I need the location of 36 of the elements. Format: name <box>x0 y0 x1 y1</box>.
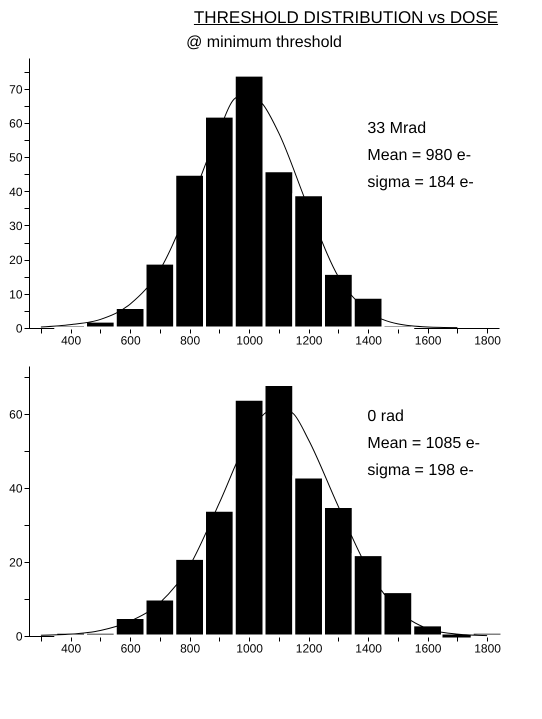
y-tick-label: 20 <box>9 556 23 570</box>
annotation: 0 rad <box>367 408 404 425</box>
annotation: sigma = 198 e- <box>367 462 474 479</box>
x-tick-label: 1200 <box>296 642 323 656</box>
annotation: sigma = 184 e- <box>367 174 474 191</box>
y-tick-label: 0 <box>16 630 23 644</box>
y-tick-label: 30 <box>9 218 23 233</box>
x-tick-label: 1800 <box>474 334 502 348</box>
y-tick-label: 20 <box>9 253 23 268</box>
annotation: 33 Mrad <box>367 120 426 137</box>
x-tick-label: 800 <box>180 642 200 656</box>
x-tick-label: 1600 <box>414 642 442 656</box>
x-tick-label: 1400 <box>355 642 382 656</box>
x-tick-label: 1000 <box>236 334 264 348</box>
x-tick-label: 1600 <box>414 334 442 348</box>
x-tick-label: 800 <box>180 334 200 348</box>
x-tick-label: 1400 <box>355 334 382 348</box>
annotation: Mean = 980 e- <box>367 147 472 164</box>
y-tick-label: 10 <box>9 287 23 302</box>
chart-subtitle: @ minimum threshold <box>186 34 342 51</box>
chart-title: THRESHOLD DISTRIBUTION vs DOSE <box>192 7 500 29</box>
x-tick-label: 1200 <box>296 334 323 348</box>
y-tick-label: 70 <box>9 82 23 96</box>
x-tick-label: 400 <box>61 334 82 348</box>
x-tick-label: 600 <box>120 642 141 656</box>
y-tick-label: 50 <box>9 150 23 165</box>
y-tick-label: 60 <box>9 116 23 130</box>
x-tick-label: 1000 <box>236 642 264 656</box>
y-tick-label: 40 <box>9 184 23 199</box>
annotation: Mean = 1085 e- <box>367 435 480 452</box>
y-tick-label: 60 <box>9 408 23 422</box>
x-tick-label: 600 <box>120 334 141 348</box>
x-tick-label: 1800 <box>474 642 502 656</box>
y-tick-label: 40 <box>9 482 23 496</box>
y-tick-label: 0 <box>16 322 23 336</box>
x-tick-label: 400 <box>61 642 82 656</box>
